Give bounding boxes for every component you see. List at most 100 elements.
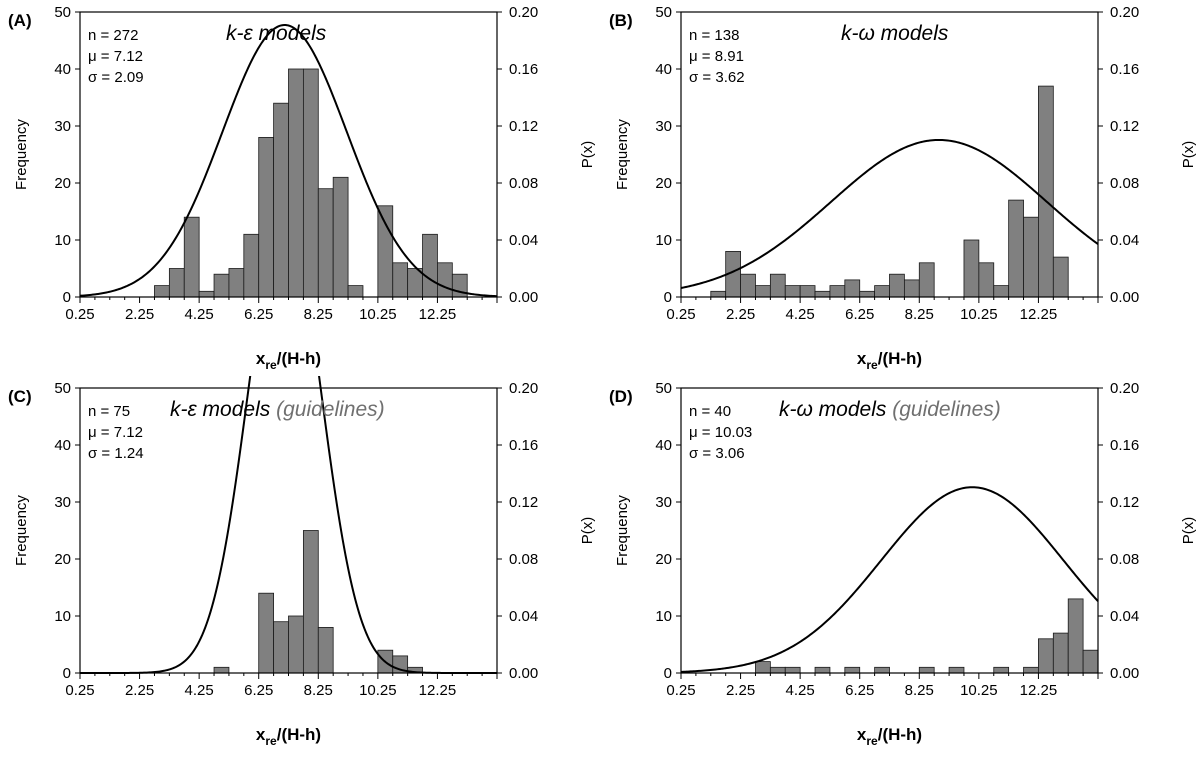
x-tick-label: 0.25: [65, 306, 94, 323]
x-tick-label: 2.25: [726, 682, 755, 699]
histogram-bar: [874, 285, 890, 298]
histogram-chart: 0 10 20 30 40 50 0.00 0.04 0.08 0.12 0.16 0.20 0.25 2…: [8, 213, 596, 748]
histogram-bar: [198, 290, 215, 298]
stat-annotation: μ = 7.12: [88, 48, 143, 65]
y2-tick-label: 0.04: [1110, 608, 1139, 625]
y2-axis-label: P(x): [579, 517, 596, 545]
x-axis-label: xre/(H-h): [857, 725, 922, 748]
histogram-bar: [993, 285, 1010, 298]
normal-distribution-curve: [680, 138, 1099, 290]
y-tick-label: 50: [54, 380, 71, 397]
histogram-bar: [332, 176, 349, 298]
chart-panel-a: 0 10 20 30 40 50 0.00 0.04 0.08 0.12 0.16 0.20 0.25 2…: [0, 0, 601, 376]
x-tick-label: 4.25: [786, 682, 815, 699]
chart-title: k-ω models: [841, 22, 949, 45]
histogram-bar: [755, 661, 771, 674]
y2-tick-label: 0.12: [509, 118, 538, 135]
histogram-bar: [154, 285, 170, 298]
y-tick-label: 30: [54, 118, 71, 135]
histogram-chart: 0 10 20 30 40 50 0.00 0.04 0.08 0.12 0.16 0.20 0.25 2…: [609, 380, 1197, 748]
histogram-bar: [1038, 85, 1054, 298]
y2-tick-label: 0.00: [509, 665, 538, 682]
stat-annotation: n = 40: [689, 403, 731, 420]
histogram-bar: [288, 68, 304, 298]
y-axis-label: Frequency: [13, 119, 30, 190]
y-tick-label: 20: [54, 551, 71, 568]
histogram-bar: [740, 273, 756, 298]
y-tick-label: 0: [63, 665, 71, 682]
histogram-bar: [317, 626, 334, 674]
histogram-chart: 0 10 20 30 40 50 0.00 0.04 0.08 0.12 0.16 0.20 0.25 2…: [8, 4, 596, 372]
x-tick-label: 8.25: [304, 306, 333, 323]
y-tick-label: 0: [63, 289, 71, 306]
panel-label: (B): [609, 11, 633, 30]
histogram-bar: [213, 273, 230, 298]
histogram-bar: [347, 285, 364, 298]
histogram-bar: [859, 290, 876, 298]
histogram-bar: [814, 666, 831, 674]
x-tick-label: 6.25: [244, 306, 273, 323]
histogram-bar: [963, 239, 980, 298]
histogram-bar: [1052, 632, 1069, 674]
y2-tick-label: 0.08: [509, 551, 538, 568]
y-tick-label: 50: [54, 4, 71, 21]
chart-panel-b: 0 10 20 30 40 50 0.00 0.04 0.08 0.12 0.16 0.20 0.25 2…: [601, 0, 1202, 376]
histogram-bar: [844, 666, 861, 674]
y-tick-label: 40: [54, 61, 71, 78]
x-tick-label: 0.25: [65, 682, 94, 699]
y2-tick-label: 0.16: [1110, 61, 1139, 78]
x-axis-label: xre/(H-h): [857, 349, 922, 372]
y-tick-label: 30: [655, 118, 672, 135]
x-axis-label: xre/(H-h): [256, 349, 321, 372]
x-tick-label: 12.25: [419, 682, 457, 699]
stat-annotation: μ = 10.03: [689, 424, 752, 441]
histogram-bar: [437, 262, 453, 298]
y2-tick-label: 0.08: [509, 175, 538, 192]
histogram-bar: [422, 233, 438, 298]
chart-panel-d: 0 10 20 30 40 50 0.00 0.04 0.08 0.12 0.16 0.20 0.25 2…: [601, 376, 1202, 752]
histogram-bar: [948, 666, 965, 674]
bars: [710, 85, 1069, 298]
histogram-bar: [1038, 638, 1054, 674]
y-tick-label: 40: [54, 437, 71, 454]
histogram-bar: [769, 273, 786, 298]
panel-label: (C): [8, 387, 32, 406]
y-axis-label: Frequency: [614, 119, 631, 190]
histogram-bar: [258, 136, 275, 298]
y-axis-label: Frequency: [614, 495, 631, 566]
histogram-bar: [978, 262, 995, 298]
histogram-bar: [829, 285, 846, 298]
x-tick-label: 10.25: [359, 682, 397, 699]
y2-tick-label: 0.12: [1110, 118, 1139, 135]
histogram-bar: [288, 615, 304, 674]
x-tick-label: 6.25: [244, 682, 273, 699]
y-tick-label: 20: [655, 175, 672, 192]
y2-tick-label: 0.20: [509, 380, 538, 397]
y2-tick-label: 0.00: [1110, 289, 1139, 306]
histogram-chart: 0 10 20 30 40 50 0.00 0.04 0.08 0.12 0.16 0.20 0.25 2…: [609, 4, 1197, 372]
histogram-bar: [844, 279, 861, 298]
y-tick-label: 10: [655, 232, 672, 249]
histogram-bar: [213, 666, 230, 674]
histogram-bar: [317, 188, 334, 298]
y-axis-label: Frequency: [13, 495, 30, 566]
histogram-bar: [228, 268, 245, 298]
histogram-bar: [273, 621, 289, 674]
histogram-bar: [993, 666, 1010, 674]
histogram-bar: [377, 205, 394, 298]
x-tick-label: 12.25: [419, 306, 457, 323]
y-tick-label: 30: [655, 494, 672, 511]
x-tick-label: 6.25: [845, 682, 874, 699]
histogram-bar: [1008, 199, 1024, 298]
y-tick-label: 50: [655, 4, 672, 21]
stat-annotation: n = 75: [88, 403, 130, 420]
histogram-bar: [814, 290, 831, 298]
x-tick-label: 10.25: [960, 682, 998, 699]
histogram-bar: [273, 102, 289, 298]
normal-distribution-curve: [680, 486, 1099, 673]
x-tick-label: 8.25: [905, 306, 934, 323]
chart-panel-c: 0 10 20 30 40 50 0.00 0.04 0.08 0.12 0.16 0.20 0.25 2…: [0, 213, 601, 752]
y2-axis-label: P(x): [579, 141, 596, 169]
y-tick-label: 10: [54, 232, 71, 249]
